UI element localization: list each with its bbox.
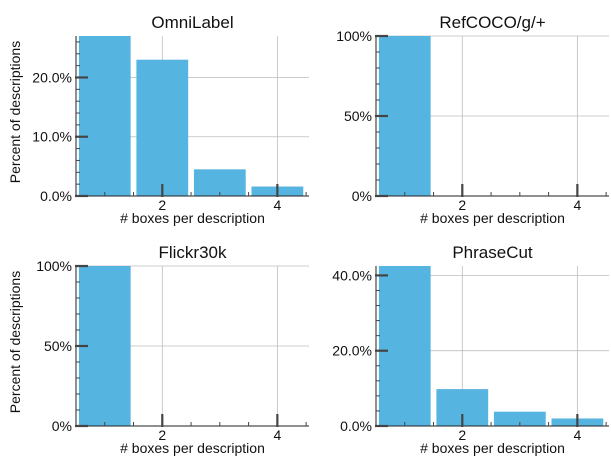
x-axis-label: # boxes per description bbox=[420, 210, 565, 226]
x-tick-label: 2 bbox=[158, 197, 166, 213]
y-tick-label: 50% bbox=[44, 338, 72, 354]
y-tick-label: 0% bbox=[352, 188, 372, 204]
y-tick-label: 0.0% bbox=[340, 418, 372, 434]
y-tick-label: 100% bbox=[336, 28, 372, 44]
x-tick-label: 2 bbox=[158, 427, 166, 443]
chart-title: Flickr30k bbox=[158, 243, 227, 262]
bar-1 bbox=[378, 266, 431, 426]
chart-panel-4: 0.0% 20.0% 40.0% 2 4 PhraseCut # boxes per des… bbox=[332, 243, 609, 456]
x-axis-label: # boxes per description bbox=[120, 440, 265, 456]
chart-title: OmniLabel bbox=[151, 13, 233, 32]
x-tick-label: 2 bbox=[458, 427, 466, 443]
bar-2 bbox=[136, 59, 189, 196]
y-tick-label: 20.0% bbox=[332, 343, 372, 359]
chart-panel-3: 0% 50% 100% 2 4 Flickr30k # boxes per descript… bbox=[7, 243, 309, 456]
y-axis-label: Percent of descriptions bbox=[7, 41, 23, 183]
y-axis-label: Percent of descriptions bbox=[7, 271, 23, 413]
y-tick-label: 10.0% bbox=[32, 129, 72, 145]
y-tick-label: 0% bbox=[52, 418, 72, 434]
x-tick-label: 4 bbox=[273, 427, 281, 443]
x-tick-label: 4 bbox=[573, 197, 581, 213]
bar-3 bbox=[493, 411, 546, 426]
y-tick-label: 100% bbox=[36, 258, 72, 274]
x-axis-label: # boxes per description bbox=[120, 210, 265, 226]
bar-1 bbox=[78, 36, 131, 196]
chart-panel-2: 0% 50% 100% 2 4 RefCOCO/g/+ # boxes per descri… bbox=[336, 13, 609, 226]
chart-title: PhraseCut bbox=[452, 243, 533, 262]
x-axis-label: # boxes per description bbox=[420, 440, 565, 456]
chart-title: RefCOCO/g/+ bbox=[439, 13, 545, 32]
y-tick-label: 0.0% bbox=[40, 188, 72, 204]
chart-panel-1: 0.0% 10.0% 20.0% 2 4 OmniLabel # boxes per des… bbox=[7, 13, 309, 226]
x-tick-label: 4 bbox=[273, 197, 281, 213]
y-tick-label: 40.0% bbox=[332, 267, 372, 283]
x-tick-label: 4 bbox=[573, 427, 581, 443]
y-tick-label: 50% bbox=[344, 108, 372, 124]
x-tick-label: 2 bbox=[458, 197, 466, 213]
y-tick-label: 20.0% bbox=[32, 69, 72, 85]
bar-3 bbox=[193, 169, 246, 196]
